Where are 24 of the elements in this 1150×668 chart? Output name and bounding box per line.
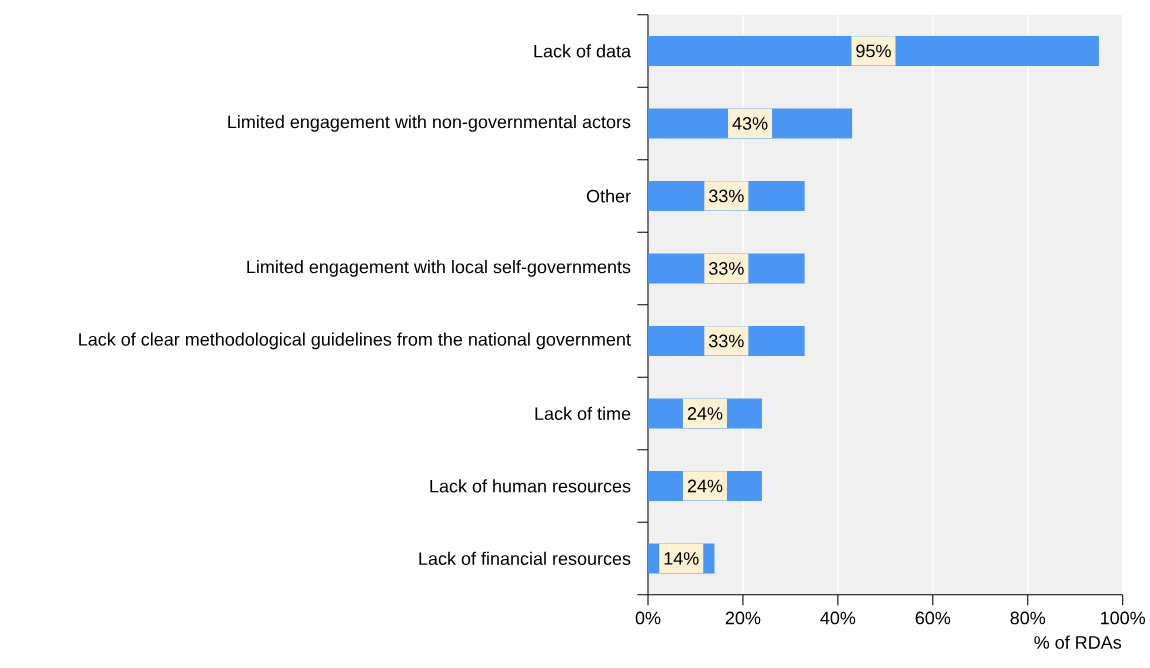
data-label: 24% [687,407,723,420]
y-tick-label: Limited engagement with non-governmental actors [228,115,631,132]
x-tick-label: 60% [915,611,951,625]
x-tick-label: 20% [725,611,761,625]
y-tick-label: Lack of time [535,406,631,421]
y-tick-label: Lack of financial resources [419,551,631,566]
y-tick-label: Lack of human resources [430,479,631,493]
data-label: 33% [709,334,744,348]
data-label: 33% [709,262,744,275]
y-tick-label: Lack of clear methodological guidelines from the national government [79,332,631,350]
x-tick-label: 0% [635,611,661,625]
x-axis-title: % of RDAs [1034,635,1122,649]
data-label: 24% [687,479,723,493]
data-label: 14% [664,552,699,565]
data-label: 33% [709,189,744,203]
y-tick-label: Lack of data [534,44,632,58]
data-label: 95% [856,44,891,58]
data-label: 43% [732,117,768,130]
bar [648,35,1099,66]
y-tick-label: Other [586,189,631,203]
y-tick-label: Limited engagement with local self-governments [247,260,631,277]
x-tick-label: 80% [1010,611,1046,625]
x-tick-label: 100% [1101,611,1146,625]
x-tick-label: 40% [820,611,856,625]
